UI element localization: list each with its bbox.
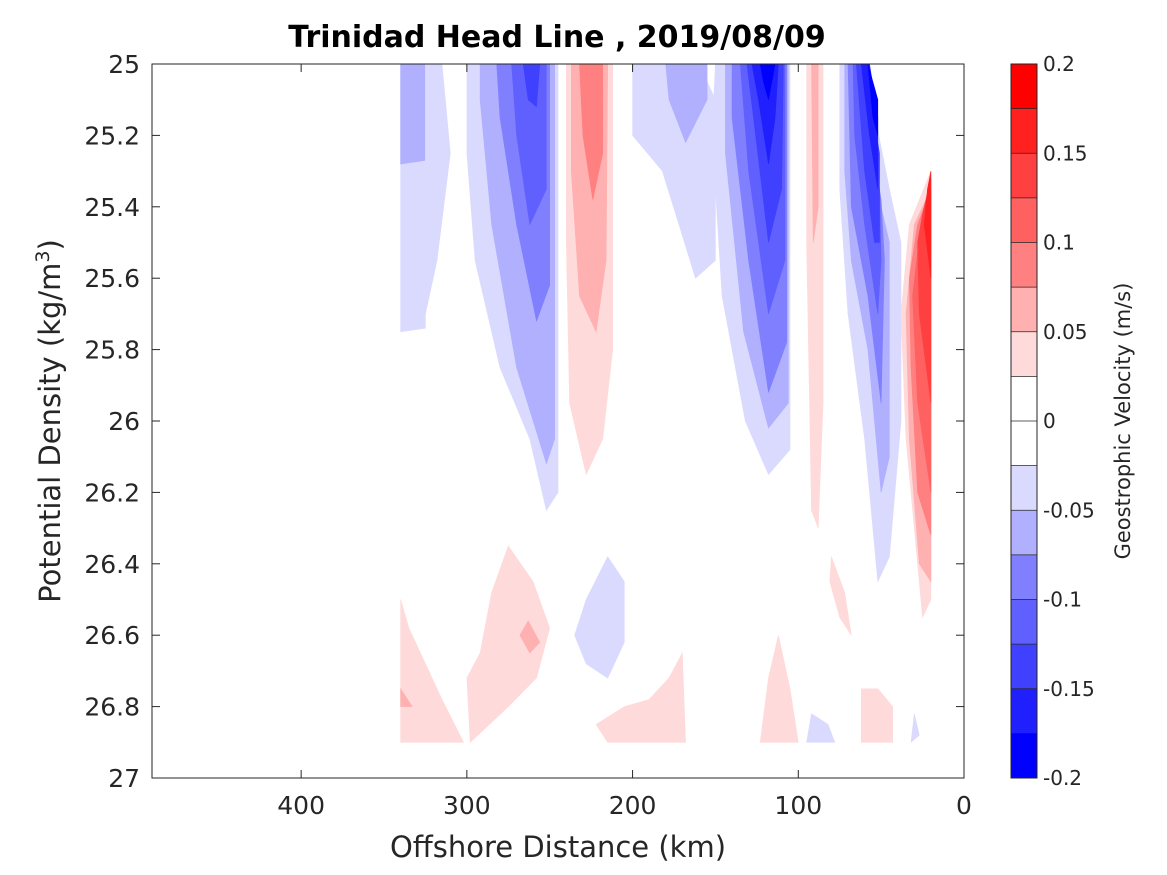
contour-region-41 — [829, 556, 852, 636]
contour-region-1 — [400, 64, 426, 165]
x-tick-label-3: 100 — [774, 791, 822, 820]
contour-region-35 — [400, 599, 464, 743]
colorbar-bin-8 — [1010, 420, 1038, 466]
x-tick-label-1: 300 — [443, 791, 491, 820]
contour-region-21 — [855, 64, 880, 243]
y-tick-label-3: 25.6 — [84, 264, 140, 293]
contour-region-36 — [400, 687, 413, 707]
y-tick-label-5: 26 — [108, 407, 140, 436]
colorbar-tick-label-1: 0.15 — [1043, 141, 1088, 165]
colorbar-bin-12 — [1010, 599, 1038, 645]
y-tick-label-2: 25.4 — [84, 193, 140, 222]
colorbar-tick-label-4: 0 — [1043, 409, 1056, 433]
contour-region-6 — [511, 64, 547, 226]
chart-title: Trinidad Head Line , 2019/08/09 — [288, 20, 825, 55]
colorbar-tick-label-3: 0.05 — [1043, 320, 1088, 344]
y-tick-label-10: 27 — [108, 764, 140, 793]
colorbar-label: Geostrophic Velocity (m/s) — [1111, 283, 1135, 560]
contour-region-9 — [665, 64, 708, 144]
x-tick-label-2: 200 — [609, 791, 657, 820]
y-tick-label-9: 26.8 — [84, 693, 140, 722]
y-tick-label-7: 26.4 — [84, 550, 140, 579]
y-tick-label-1: 25.2 — [84, 121, 140, 150]
y-axis-label-main: Potential Density (kg/m — [33, 263, 67, 603]
colorbar-bin-6 — [1010, 331, 1038, 377]
contour-region-16 — [759, 64, 776, 100]
contour-region-38 — [519, 620, 541, 654]
contour-region-40 — [759, 635, 799, 743]
y-tick-label-0: 25 — [108, 50, 140, 79]
contour-region-42 — [860, 688, 894, 743]
contour-region-43 — [574, 556, 625, 679]
x-tick-label-0: 400 — [277, 791, 325, 820]
colorbar-bin-14 — [1010, 688, 1038, 734]
contour-region-2 — [425, 64, 451, 314]
y-axis-label-tail: ) — [33, 239, 67, 250]
colorbar-bin-10 — [1010, 510, 1038, 556]
colorbar-bin-13 — [1010, 643, 1038, 689]
colorbar-bin-2 — [1010, 153, 1038, 199]
y-tick-label-8: 26.6 — [84, 621, 140, 650]
colorbar-bin-4 — [1010, 242, 1038, 288]
contour-region-37 — [466, 545, 551, 743]
colorbar: 0.2 0.15 0.1 0.05 0 -0.05 -0.1 -0.15 -0.2 — [1010, 52, 1095, 790]
contour-layer — [400, 64, 932, 744]
x-axis: 400 300 200 100 0 — [277, 64, 972, 820]
y-axis-label: Potential Density (kg/m3) — [32, 239, 67, 603]
contour-region-44 — [806, 713, 836, 743]
colorbar-bin-7 — [1010, 376, 1038, 422]
colorbar-tick-label-8: -0.2 — [1043, 766, 1082, 790]
colorbar-tick-label-0: 0.2 — [1043, 52, 1075, 76]
contour-region-34 — [923, 171, 932, 279]
contour-region-27 — [806, 64, 824, 529]
colorbar-tick-label-6: -0.1 — [1043, 588, 1082, 612]
colorbar-bin-1 — [1010, 108, 1038, 154]
y-axis: 25 25.2 25.4 25.6 25.8 26 26.2 26.4 26.6 26.8 27 — [84, 50, 964, 793]
y-axis-label-superscript: 3 — [32, 250, 54, 262]
contour-region-39 — [595, 651, 686, 743]
colorbar-bin-9 — [1010, 465, 1038, 511]
contour-region-15 — [751, 64, 779, 165]
colorbar-tick-label-7: -0.15 — [1043, 677, 1095, 701]
contour-region-26 — [579, 64, 604, 200]
x-axis-label: Offshore Distance (km) — [390, 830, 726, 864]
colorbar-bin-3 — [1010, 197, 1038, 243]
colorbar-bin-0 — [1010, 63, 1038, 109]
colorbar-tick-label-2: 0.1 — [1043, 231, 1075, 255]
y-tick-label-6: 26.2 — [84, 478, 140, 507]
contour-region-28 — [811, 64, 819, 243]
contour-region-7 — [522, 64, 541, 108]
colorbar-tick-label-5: -0.05 — [1043, 498, 1095, 522]
colorbar-bin-5 — [1010, 286, 1038, 332]
colorbar-bin-11 — [1010, 554, 1038, 600]
x-tick-label-4: 0 — [956, 791, 972, 820]
contour-region-45 — [910, 713, 920, 744]
colorbar-bin-15 — [1010, 733, 1038, 779]
contour-region-23 — [867, 64, 879, 136]
y-tick-label-4: 25.8 — [84, 336, 140, 365]
